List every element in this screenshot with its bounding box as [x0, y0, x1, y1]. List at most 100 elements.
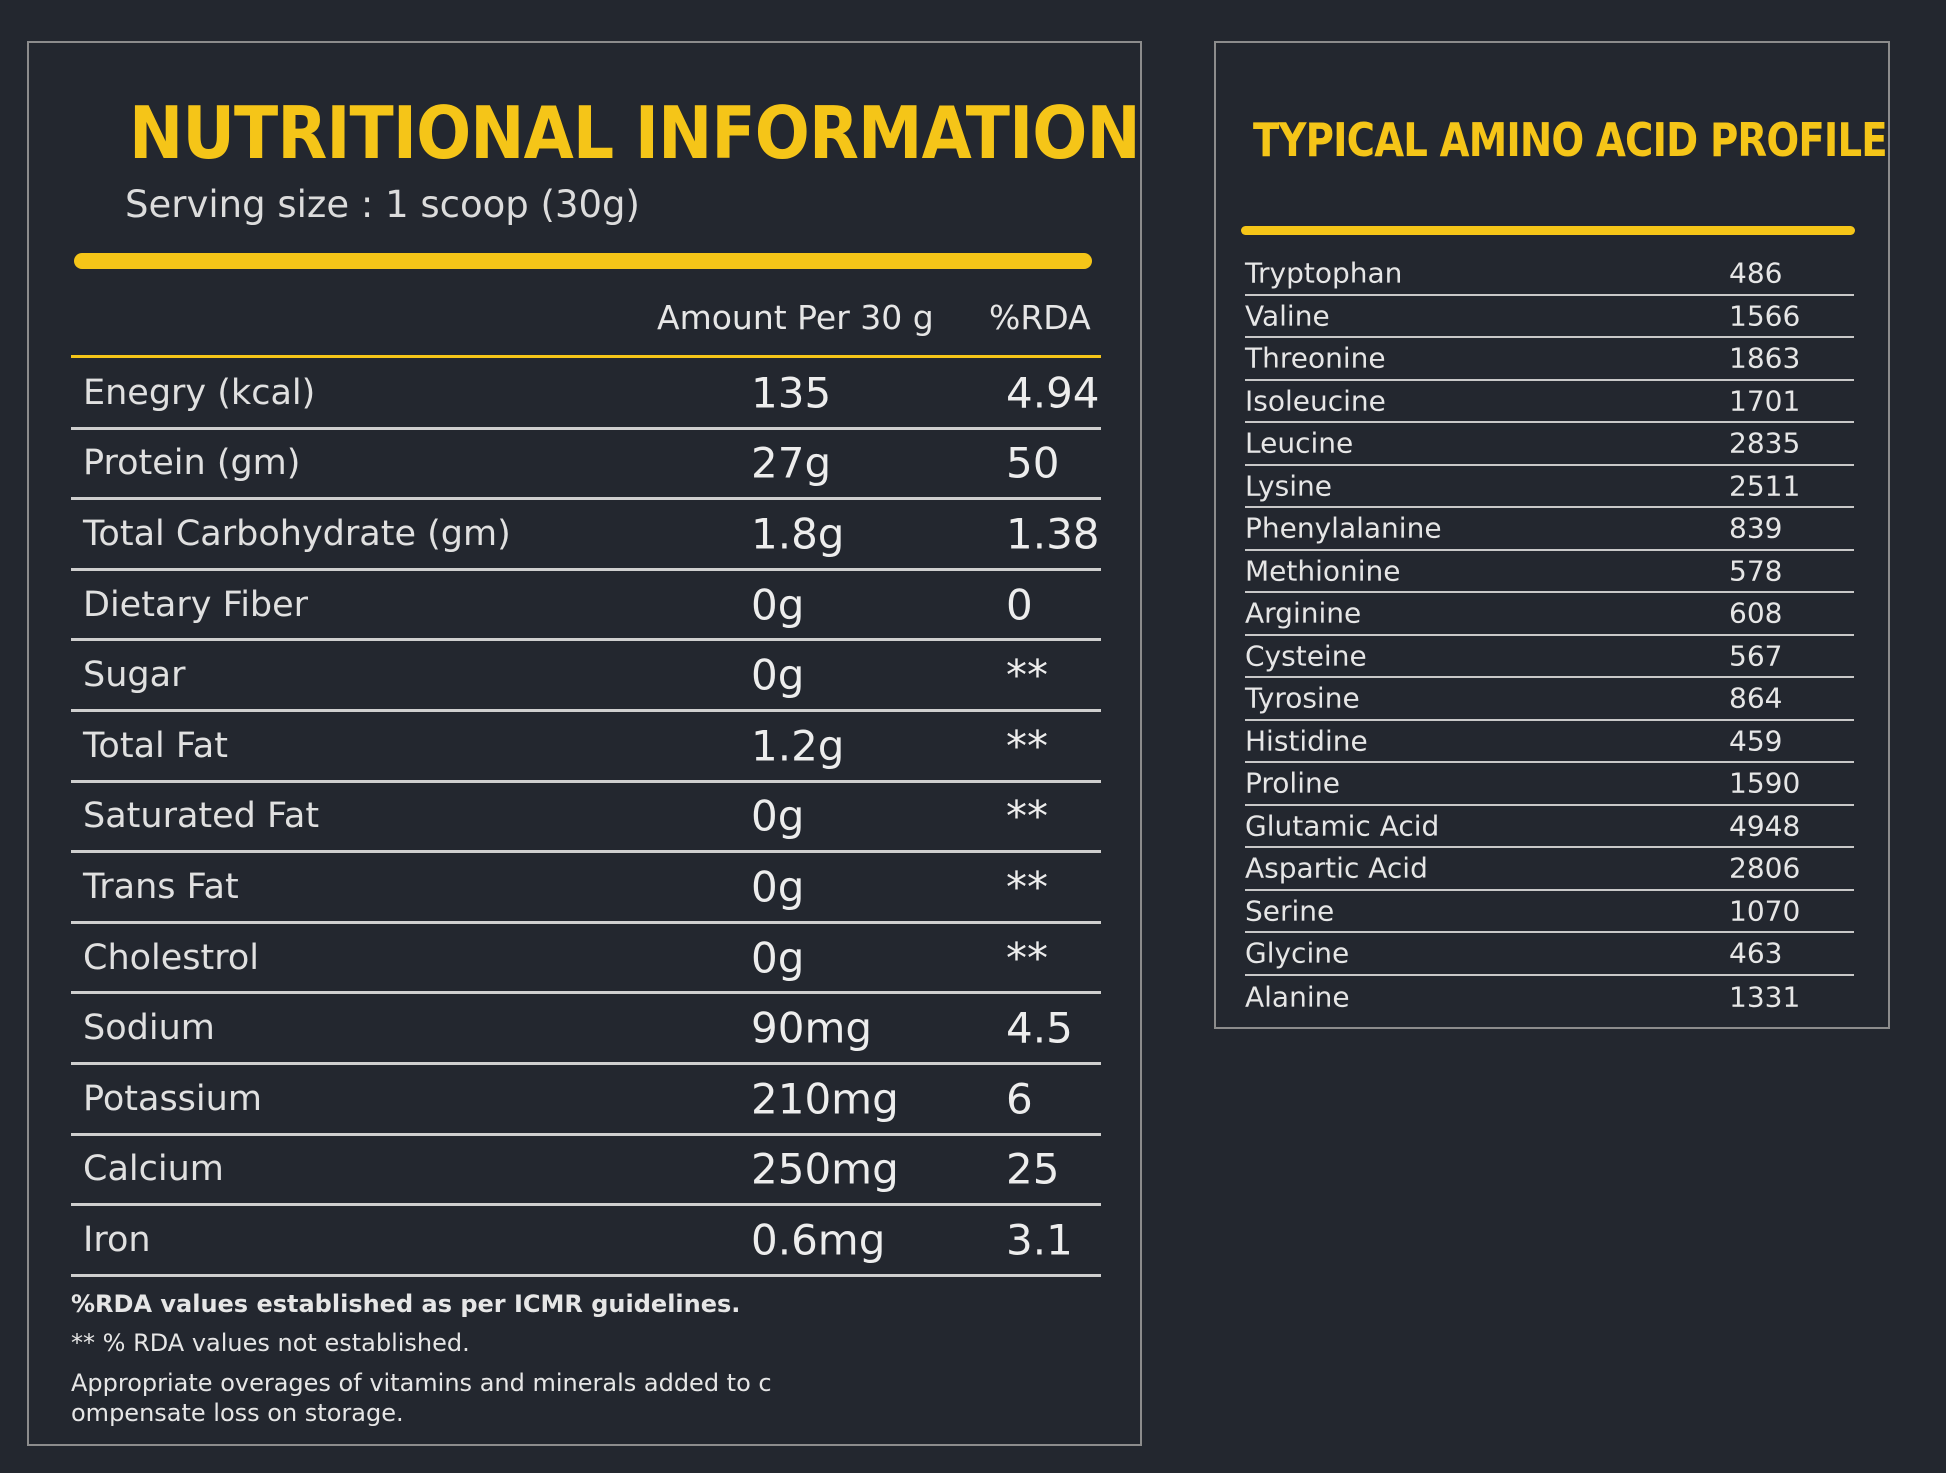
- amino-row: Isoleucine 1701: [1245, 381, 1854, 423]
- amino-value: 2806: [1729, 851, 1801, 885]
- nutrient-rda: 3.1: [1006, 1215, 1073, 1265]
- amino-value: 1701: [1729, 384, 1801, 418]
- amino-row: Glutamic Acid 4948: [1245, 806, 1854, 848]
- amino-title: TYPICAL AMINO ACID PROFILE: [1253, 113, 1888, 167]
- nutrition-row: Sodium 90mg 4.5: [71, 994, 1101, 1065]
- amino-name: Glutamic Acid: [1245, 809, 1440, 843]
- note-rda-not-established: ** % RDA values not established.: [71, 1329, 470, 1357]
- amino-value: 463: [1729, 936, 1783, 970]
- nutrient-name: Iron: [83, 1219, 151, 1260]
- nutrition-row: Calcium 250mg 25: [71, 1136, 1101, 1207]
- amino-row: Alanine 1331: [1245, 976, 1854, 1019]
- nutrient-rda: 4.5: [1006, 1003, 1073, 1053]
- nutrient-amount: 90mg: [751, 1003, 873, 1053]
- amino-value: 1566: [1729, 299, 1801, 333]
- nutrient-name: Potassium: [83, 1078, 262, 1119]
- nutrition-row: Iron 0.6mg 3.1: [71, 1206, 1101, 1277]
- amino-name: Alanine: [1245, 980, 1350, 1014]
- nutrient-name: Dietary Fiber: [83, 584, 309, 625]
- amino-row: Arginine 608: [1245, 593, 1854, 636]
- amino-name: Phenylalanine: [1245, 511, 1442, 545]
- amino-value: 1070: [1729, 894, 1801, 928]
- nutrient-rda: 4.94: [1006, 368, 1100, 418]
- nutrition-row: Saturated Fat 0g **: [71, 783, 1101, 854]
- amino-row: Aspartic Acid 2806: [1245, 848, 1854, 891]
- nutrient-rda: 50: [1006, 438, 1060, 488]
- nutrient-rda: **: [1006, 791, 1048, 841]
- amino-value: 1590: [1729, 766, 1801, 800]
- nutrient-rda: **: [1006, 650, 1048, 700]
- amino-value: 839: [1729, 511, 1783, 545]
- nutrient-amount: 0g: [751, 862, 805, 912]
- nutrient-name: Trans Fat: [83, 866, 239, 907]
- amino-acid-panel: TYPICAL AMINO ACID PROFILE Tryptophan 486…: [1214, 41, 1890, 1029]
- amino-value: 486: [1729, 256, 1783, 290]
- amino-row: Histidine 459: [1245, 721, 1854, 763]
- amino-row: Proline 1590: [1245, 763, 1854, 806]
- nutrition-row: Trans Fat 0g **: [71, 853, 1101, 924]
- nutrient-amount: 1.2g: [751, 721, 845, 771]
- nutrient-name: Saturated Fat: [83, 796, 320, 837]
- nutrient-amount: 27g: [751, 438, 832, 488]
- nutrient-name: Enegry (kcal): [83, 372, 316, 413]
- amino-value: 4948: [1729, 809, 1801, 843]
- amino-row: Serine 1070: [1245, 891, 1854, 933]
- amino-name: Histidine: [1245, 724, 1368, 758]
- amino-row: Cysteine 567: [1245, 636, 1854, 678]
- nutrient-amount: 0g: [751, 580, 805, 630]
- nutrition-row: Enegry (kcal) 135 4.94: [71, 359, 1101, 430]
- amino-name: Leucine: [1245, 426, 1354, 460]
- nutrient-rda: 0: [1006, 580, 1033, 630]
- nutrient-name: Cholestrol: [83, 937, 260, 978]
- nutrient-amount: 0g: [751, 650, 805, 700]
- nutrient-amount: 0g: [751, 791, 805, 841]
- amino-value: 1331: [1729, 980, 1801, 1014]
- column-header-amount: Amount Per 30 g: [657, 298, 934, 337]
- amino-row: Methionine 578: [1245, 551, 1854, 593]
- amino-row: Glycine 463: [1245, 933, 1854, 976]
- nutrient-amount: 210mg: [751, 1074, 899, 1124]
- amino-value: 2511: [1729, 469, 1801, 503]
- serving-size: Serving size : 1 scoop (30g): [125, 183, 640, 226]
- amino-row: Valine 1566: [1245, 296, 1854, 338]
- amino-name: Serine: [1245, 894, 1335, 928]
- nutrient-rda: 6: [1006, 1074, 1033, 1124]
- amino-name: Lysine: [1245, 469, 1332, 503]
- nutrition-row: Protein (gm) 27g 50: [71, 430, 1101, 501]
- nutrition-row: Total Fat 1.2g **: [71, 712, 1101, 783]
- nutrient-rda: 1.38: [1006, 509, 1100, 559]
- nutrient-name: Total Carbohydrate (gm): [83, 513, 511, 554]
- amino-name: Valine: [1245, 299, 1330, 333]
- nutrition-panel: NUTRITIONAL INFORMATION Serving size : 1…: [27, 41, 1142, 1446]
- amino-row: Tyrosine 864: [1245, 678, 1854, 721]
- amino-value: 567: [1729, 639, 1783, 673]
- amino-row: Threonine 1863: [1245, 338, 1854, 381]
- nutrition-title: NUTRITIONAL INFORMATION: [129, 91, 1141, 175]
- amino-value: 608: [1729, 596, 1783, 630]
- nutrition-row: Total Carbohydrate (gm) 1.8g 1.38: [71, 500, 1101, 571]
- amino-name: Isoleucine: [1245, 384, 1386, 418]
- nutrition-row: Dietary Fiber 0g 0: [71, 571, 1101, 642]
- nutrition-table: Enegry (kcal) 135 4.94 Protein (gm) 27g 50 T…: [71, 359, 1101, 1277]
- nutrient-name: Sodium: [83, 1008, 215, 1049]
- nutrient-name: Sugar: [83, 655, 186, 696]
- nutrition-row: Potassium 210mg 6: [71, 1065, 1101, 1136]
- nutrient-amount: 1.8g: [751, 509, 845, 559]
- nutrient-name: Protein (gm): [83, 443, 301, 484]
- nutrition-row: Sugar 0g **: [71, 641, 1101, 712]
- amino-row: Leucine 2835: [1245, 423, 1854, 466]
- amino-name: Glycine: [1245, 936, 1350, 970]
- amino-row: Tryptophan 486: [1245, 253, 1854, 296]
- nutrient-rda: 25: [1006, 1144, 1060, 1194]
- column-header-rda: %RDA: [989, 298, 1091, 337]
- nutrient-name: Calcium: [83, 1149, 224, 1190]
- header-divider: [71, 355, 1101, 358]
- amino-name: Threonine: [1245, 341, 1386, 375]
- amino-title-divider: [1241, 226, 1855, 235]
- nutrient-rda: **: [1006, 933, 1048, 983]
- nutrient-amount: 250mg: [751, 1144, 899, 1194]
- amino-name: Tryptophan: [1245, 256, 1403, 290]
- title-divider: [74, 253, 1092, 269]
- amino-name: Methionine: [1245, 554, 1401, 588]
- note-overages: Appropriate overages of vitamins and min…: [71, 1369, 772, 1427]
